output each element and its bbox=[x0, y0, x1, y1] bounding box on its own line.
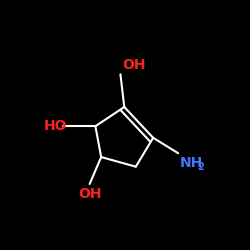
Text: OH: OH bbox=[122, 58, 146, 72]
Text: HO: HO bbox=[44, 119, 67, 133]
Text: 2: 2 bbox=[198, 162, 204, 172]
Text: NH: NH bbox=[180, 156, 203, 170]
Text: OH: OH bbox=[78, 186, 102, 200]
